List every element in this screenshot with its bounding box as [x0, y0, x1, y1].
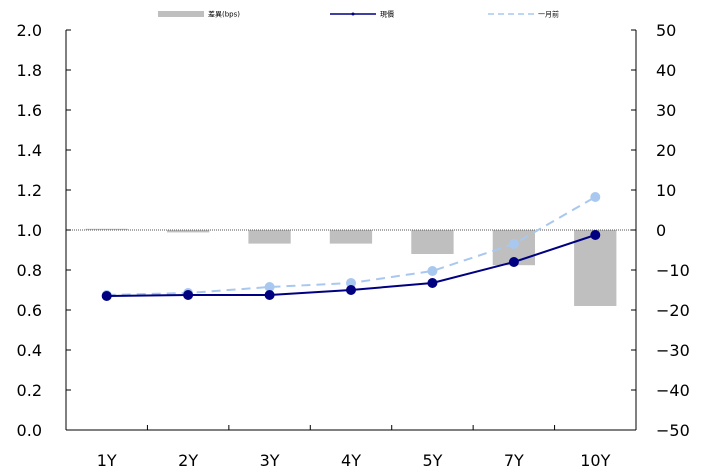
right-tick-label: 50	[656, 21, 676, 40]
lines-layer	[101, 192, 601, 301]
legend-swatch-marker	[351, 12, 355, 16]
left-tick-label: 1.8	[17, 61, 42, 80]
bar-4Y	[329, 230, 373, 244]
bar-2Y	[167, 230, 210, 233]
left-tick-label: 0.2	[17, 381, 42, 400]
left-tick-label: 0.0	[17, 421, 42, 440]
legend-label: 現價	[380, 10, 394, 19]
point-現價-5Y	[427, 278, 438, 288]
left-tick-label: 0.6	[17, 301, 42, 320]
x-tick-label: 5Y	[422, 451, 442, 468]
right-tick-label: −50	[656, 421, 690, 440]
bar-5Y	[411, 230, 454, 254]
legend-label: 差異(bps)	[208, 10, 240, 19]
left-tick-label: 1.6	[17, 101, 42, 120]
point-現價-2Y	[183, 290, 194, 300]
point-現價-10Y	[590, 230, 601, 240]
x-tick-label: 10Y	[580, 451, 610, 468]
point-現價-7Y	[508, 257, 519, 267]
left-tick-label: 1.0	[17, 221, 42, 240]
x-tick-label: 7Y	[504, 451, 524, 468]
bar-1Y	[85, 228, 128, 230]
point-一月前-3Y	[264, 282, 275, 292]
left-tick-label: 0.4	[17, 341, 42, 360]
right-tick-label: 40	[656, 61, 676, 80]
bar-10Y	[574, 230, 617, 306]
right-tick-label: 0	[656, 221, 666, 240]
right-tick-label: −40	[656, 381, 690, 400]
legend-swatch-bar	[158, 11, 204, 17]
x-tick-label: 1Y	[97, 451, 117, 468]
axes-layer: 0.0 0.2 0.4 0.6 0.8 1.0 1.2 1.4 1.6 1.8 2.0 −50 −40 −…	[17, 21, 690, 468]
right-tick-label: 30	[656, 101, 676, 120]
right-tick-label: 20	[656, 141, 676, 160]
legend: 差異(bps) 現價 一月前	[158, 10, 559, 19]
bars-layer	[85, 228, 617, 306]
point-現價-1Y	[101, 291, 112, 301]
point-一月前-7Y	[508, 239, 519, 249]
legend-label: 一月前	[538, 10, 559, 19]
x-tick-label: 2Y	[178, 451, 198, 468]
right-tick-label: −20	[656, 301, 690, 320]
point-現價-4Y	[346, 285, 356, 295]
right-tick-label: −10	[656, 261, 690, 280]
left-tick-label: 1.2	[17, 181, 42, 200]
right-tick-label: 10	[656, 181, 676, 200]
point-一月前-10Y	[590, 192, 601, 202]
right-tick-label: −30	[656, 341, 690, 360]
left-tick-label: 0.8	[17, 261, 42, 280]
point-現價-3Y	[264, 290, 275, 300]
point-一月前-5Y	[427, 266, 438, 276]
x-tick-label: 4Y	[341, 451, 361, 468]
point-一月前-4Y	[346, 278, 356, 288]
bar-3Y	[248, 230, 291, 244]
x-tick-label: 3Y	[260, 451, 280, 468]
left-tick-label: 2.0	[17, 21, 42, 40]
left-tick-label: 1.4	[17, 141, 42, 160]
